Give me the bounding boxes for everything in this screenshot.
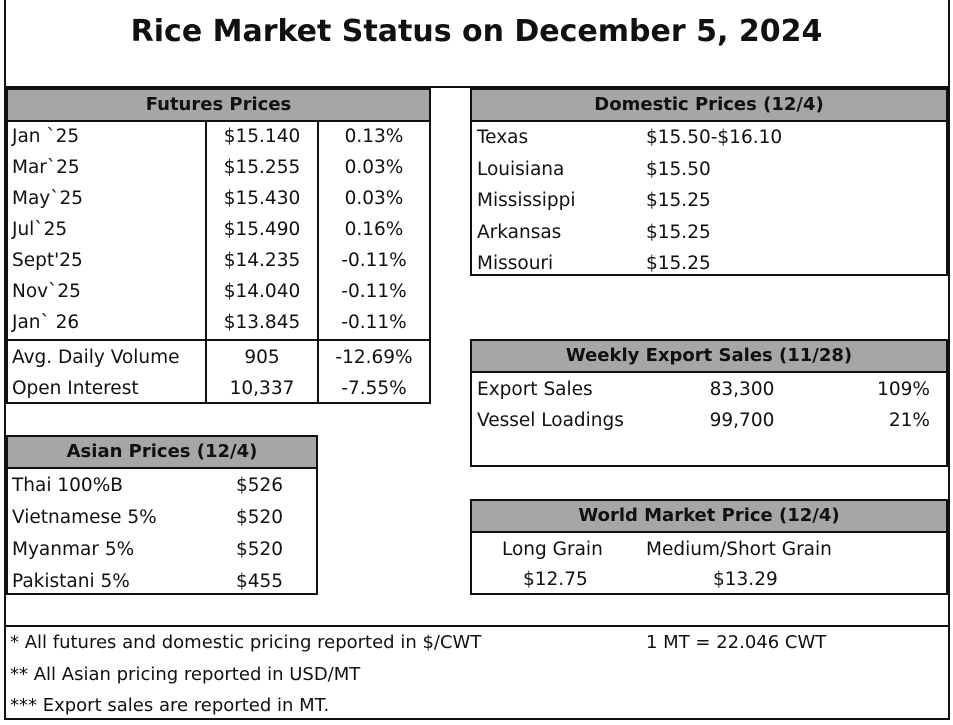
state-name: Mississippi — [477, 190, 576, 211]
asian-price: $520 — [236, 539, 284, 560]
divider — [8, 339, 429, 341]
contract-month: Jan` 26 — [12, 312, 80, 333]
stat-value: 10,337 — [229, 378, 295, 399]
medium-grain-label: Medium/Short Grain — [646, 539, 832, 560]
table-row: Nov`25 $14.040 -0.11% — [8, 276, 429, 307]
table-row: Arkansas $15.25 — [472, 217, 946, 248]
table-row: Vessel Loadings 99,700 21% — [472, 405, 946, 436]
table-row: Mar`25 $15.255 0.03% — [8, 152, 429, 183]
table-row: Texas $15.50-$16.10 — [472, 122, 946, 153]
table-row: Jan` 26 $13.845 -0.11% — [8, 307, 429, 338]
contract-price: $14.040 — [223, 281, 301, 302]
export-label: Vessel Loadings — [477, 410, 624, 431]
world-table: World Market Price (12/4) Long Grain Med… — [470, 499, 948, 595]
table-row: Jan `25 $15.140 0.13% — [8, 121, 429, 152]
contract-price: $15.430 — [223, 188, 301, 209]
stat-label: Open Interest — [12, 378, 139, 399]
divider — [205, 120, 207, 402]
world-header: World Market Price (12/4) — [472, 501, 946, 533]
table-row: Export Sales 83,300 109% — [472, 374, 946, 405]
asian-label: Vietnamese 5% — [12, 507, 157, 528]
table-row: Sept'25 $14.235 -0.11% — [8, 245, 429, 276]
table-row: Pakistani 5% $455 — [8, 566, 316, 597]
export-pct: 109% — [877, 379, 930, 400]
state-price: $15.25 — [646, 253, 711, 274]
futures-header: Futures Prices — [8, 90, 429, 122]
footnote-2: ** All Asian pricing reported in USD/MT — [10, 664, 361, 685]
medium-grain-price: $13.29 — [713, 569, 778, 590]
divider — [4, 625, 948, 627]
table-row: Myanmar 5% $520 — [8, 534, 316, 565]
futures-table: Futures Prices Jan `25 $15.140 0.13% Mar`25… — [6, 88, 431, 404]
page-title: Rice Market Status on December 5, 2024 — [130, 14, 823, 49]
contract-month: Jul`25 — [12, 219, 68, 240]
asian-label: Thai 100%B — [12, 475, 123, 496]
contract-price: $14.235 — [223, 250, 301, 271]
contract-price: $13.845 — [223, 312, 301, 333]
export-pct: 21% — [888, 410, 930, 431]
stat-change: -12.69% — [335, 347, 413, 368]
stat-change: -7.55% — [341, 378, 407, 399]
table-row: Vietnamese 5% $520 — [8, 502, 316, 533]
asian-price: $520 — [236, 507, 284, 528]
table-row: Open Interest 10,337 -7.55% — [8, 373, 429, 404]
contract-month: Mar`25 — [12, 157, 80, 178]
asian-label: Myanmar 5% — [12, 539, 135, 560]
export-label: Export Sales — [477, 379, 593, 400]
state-name: Texas — [477, 127, 529, 148]
table-row: Mississippi $15.25 — [472, 185, 946, 216]
footnote-3: *** Export sales are reported in MT. — [10, 695, 330, 716]
long-grain-label: Long Grain — [502, 539, 603, 560]
divider — [317, 120, 319, 402]
asian-label: Pakistani 5% — [12, 571, 130, 592]
table-row: May`25 $15.430 0.03% — [8, 183, 429, 214]
state-name: Louisiana — [477, 158, 565, 180]
export-value: 99,700 — [709, 410, 775, 431]
contract-change: -0.11% — [341, 312, 407, 333]
stat-label: Avg. Daily Volume — [12, 347, 180, 368]
outer-frame — [4, 0, 950, 720]
domestic-header: Domestic Prices (12/4) — [472, 90, 946, 122]
footnote-1: * All futures and domestic pricing repor… — [10, 632, 482, 653]
divider — [4, 86, 948, 88]
conversion-note: 1 MT = 22.046 CWT — [646, 632, 827, 653]
domestic-table: Domestic Prices (12/4) Texas $15.50-$16.1… — [470, 88, 948, 276]
table-row: Avg. Daily Volume 905 -12.69% — [8, 342, 429, 373]
contract-month: Nov`25 — [12, 281, 81, 302]
asian-price: $526 — [236, 475, 284, 496]
contract-change: 0.16% — [344, 219, 404, 240]
state-price: $15.25 — [646, 190, 711, 211]
contract-change: 0.03% — [344, 157, 404, 178]
export-table: Weekly Export Sales (11/28) Export Sales… — [470, 339, 948, 467]
state-name: Arkansas — [477, 221, 562, 243]
table-row: Thai 100%B $526 — [8, 470, 316, 501]
contract-change: 0.13% — [344, 126, 404, 147]
asian-table: Asian Prices (12/4) Thai 100%B $526 Vietna… — [6, 435, 318, 595]
stat-value: 905 — [244, 347, 280, 368]
table-row: Missouri $15.25 — [472, 248, 946, 279]
contract-price: $15.255 — [223, 157, 301, 178]
export-value: 83,300 — [709, 379, 775, 400]
contract-month: Jan `25 — [12, 126, 80, 147]
table-row: Louisiana $15.50 — [472, 154, 946, 185]
long-grain-price: $12.75 — [523, 569, 588, 590]
state-price: $15.25 — [646, 221, 711, 243]
contract-change: 0.03% — [344, 188, 404, 209]
export-header: Weekly Export Sales (11/28) — [472, 341, 946, 373]
contract-price: $15.490 — [223, 219, 301, 240]
asian-header: Asian Prices (12/4) — [8, 437, 316, 469]
contract-month: May`25 — [12, 188, 84, 209]
table-row: Jul`25 $15.490 0.16% — [8, 214, 429, 245]
contract-price: $15.140 — [223, 126, 301, 147]
asian-price: $455 — [236, 571, 284, 592]
contract-month: Sept'25 — [12, 250, 83, 271]
state-price: $15.50 — [646, 158, 711, 180]
contract-change: -0.11% — [341, 281, 407, 302]
state-name: Missouri — [477, 253, 554, 274]
contract-change: -0.11% — [341, 250, 407, 271]
state-price: $15.50-$16.10 — [646, 127, 783, 148]
